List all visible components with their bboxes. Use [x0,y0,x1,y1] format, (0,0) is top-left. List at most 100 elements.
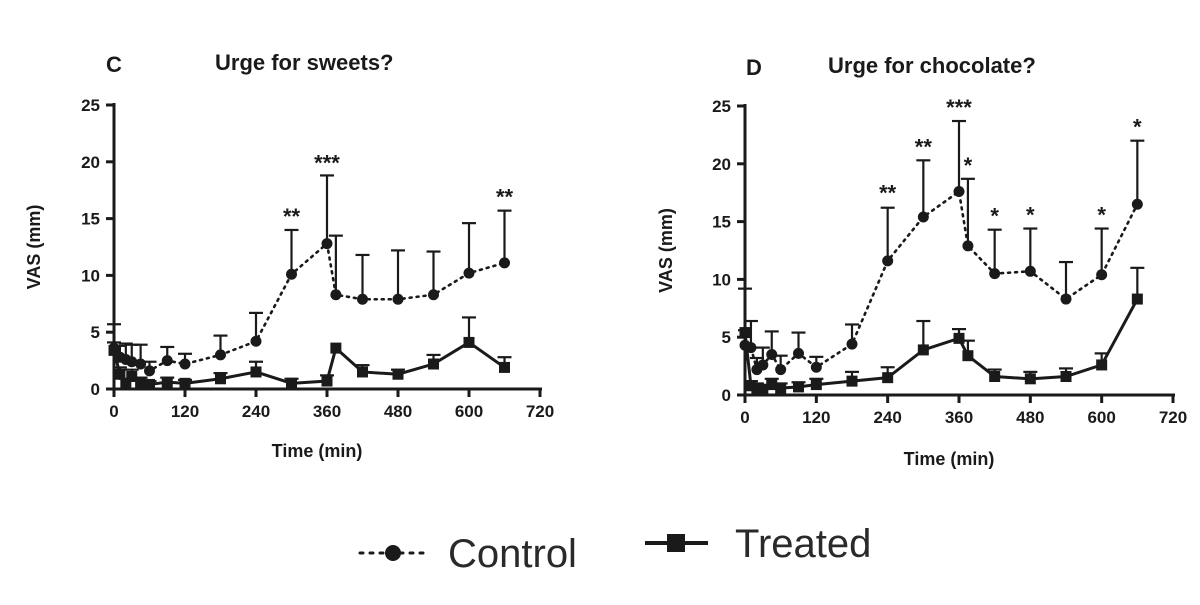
panel-c-treated-point [250,366,262,378]
panel-d-xlabel: Time (min) [904,449,995,469]
panel-d-significance-label: * [1026,203,1035,228]
panel-d-control-point [766,349,778,361]
panel-d-significance-label: *** [946,95,972,120]
panel-d-treated-point [1096,359,1108,371]
panel-c-letter: C [106,52,122,77]
panel-c-treated-point [108,344,120,356]
panel-d-treated-point [739,327,751,339]
panel-c-xtick-label: 720 [526,402,554,421]
panel-c-treated-point [392,368,404,380]
panel-d-treated-point [775,382,787,394]
panel-c-treated-point [499,361,510,373]
panel-c-xtick-label: 480 [384,402,412,421]
panel-c-treated-point [135,376,147,388]
panel-c-control-point [321,238,333,250]
panel-d-control-point [810,361,822,373]
panel-c-treated-point [120,377,132,389]
panel-c-significance-label: ** [496,185,514,210]
panel-c-ytick-label: 10 [81,266,100,285]
panel-d-treated-point [882,372,894,384]
panel-c-control-point [126,356,138,368]
panel-d-control-point [917,211,929,223]
panel-d-control-point [1024,265,1036,277]
panel-d-control-point [1131,198,1143,210]
panel-d-treated-point [1131,293,1143,305]
panel-c-control-point [144,365,155,377]
panel-d-control-point [775,364,787,376]
panel-c-treated-point [114,368,126,380]
panel-d-treated-point [846,375,858,387]
panel-c-control-point [250,335,262,347]
panel-d-ylabel: VAS (mm) [656,208,676,293]
panel-c-treated-point [179,377,191,389]
panel-d-control-point [989,268,1001,280]
panel-d-xtick-label: 720 [1159,408,1187,427]
panel-d-ytick-label: 5 [722,328,731,347]
panel-c-control-line [112,241,506,373]
panel-c-treated-point [144,378,155,390]
panel-c-control-point [215,349,226,361]
legend: Control Treated [358,522,871,576]
panel-d-xtick-label: 480 [1016,408,1044,427]
panel-c-ylabel: VAS (mm) [24,205,44,290]
panel-c-chart: C Urge for sweets? 0 5 10 15 20 25 0 120 240 360 480… [24,50,554,461]
panel-d-title: Urge for chocolate? [828,53,1036,78]
panel-d-control-point [793,347,804,359]
panel-c-control-point [161,355,173,367]
panel-c-control-point [330,289,342,301]
panel-d-xtick-label: 600 [1087,408,1115,427]
panel-d-xtick-label: 0 [740,408,749,427]
panel-d-significance-label: ** [915,134,933,159]
panel-c-xtick-label: 0 [109,402,118,421]
panel-c-treated-point [161,376,173,388]
panel-c-xtick-label: 240 [242,402,270,421]
panel-d-letter: D [746,55,762,80]
panel-c-treated-point [215,373,226,385]
panel-d-treated-point [1060,371,1072,383]
panel-d-xtick-label: 120 [802,408,830,427]
legend-control-marker [385,545,401,561]
panel-c-control-point [428,289,439,301]
panel-c-control-point [286,268,297,280]
panel-d-ytick-label: 0 [722,386,731,405]
panel-d-treated-point [917,344,929,356]
panel-d-control-point [953,186,965,198]
panel-d-significance-label: * [1097,203,1106,228]
panel-d-significance-label: * [990,204,999,229]
panel-d-ytick-label: 10 [712,270,731,289]
panel-d-control-point [1060,293,1072,305]
panel-c-xtick-label: 600 [455,402,483,421]
panel-c-xtick-label: 120 [171,402,199,421]
panel-c-control-point [499,257,510,269]
panel-c-xlabel: Time (min) [272,441,363,461]
panel-c-treated-point [463,336,475,348]
panel-d-treated-point [962,350,974,362]
panel-d-control-point [1096,269,1108,281]
panel-c-ytick-label: 0 [91,380,100,399]
panel-c-ytick-label: 20 [81,153,100,172]
panel-d-treated-point [1024,373,1036,385]
panel-c-treated-point [321,375,333,387]
panel-d-control-point [846,338,858,350]
panel-c-control-point [179,358,191,370]
panel-c-control-point [357,293,368,305]
panel-c-significance-label: *** [314,151,340,176]
panel-d-control-point [962,240,974,252]
panel-c-ytick-label: 25 [81,96,100,115]
panel-c-ytick-label: 5 [91,323,100,342]
panel-c-control-point [463,267,475,279]
panel-d-treated-point [766,379,778,391]
panel-d-treated-point [810,379,822,391]
panel-d-treated-point [757,383,769,395]
panel-d-ytick-label: 15 [712,213,731,232]
panel-d-chart: D Urge for chocolate? 0 5 10 15 20 25 0 120 240 360… [656,53,1187,469]
panel-c-title: Urge for sweets? [215,50,394,75]
panel-d-xtick-label: 240 [873,408,901,427]
panel-d-significance-label: * [964,153,973,178]
panel-d-control-point [757,359,769,371]
panel-c-treated-point [428,358,439,370]
panel-d-treated-line [743,298,1139,391]
panel-d-significance-label: ** [879,181,897,206]
legend-treated-label: Treated [735,522,871,566]
